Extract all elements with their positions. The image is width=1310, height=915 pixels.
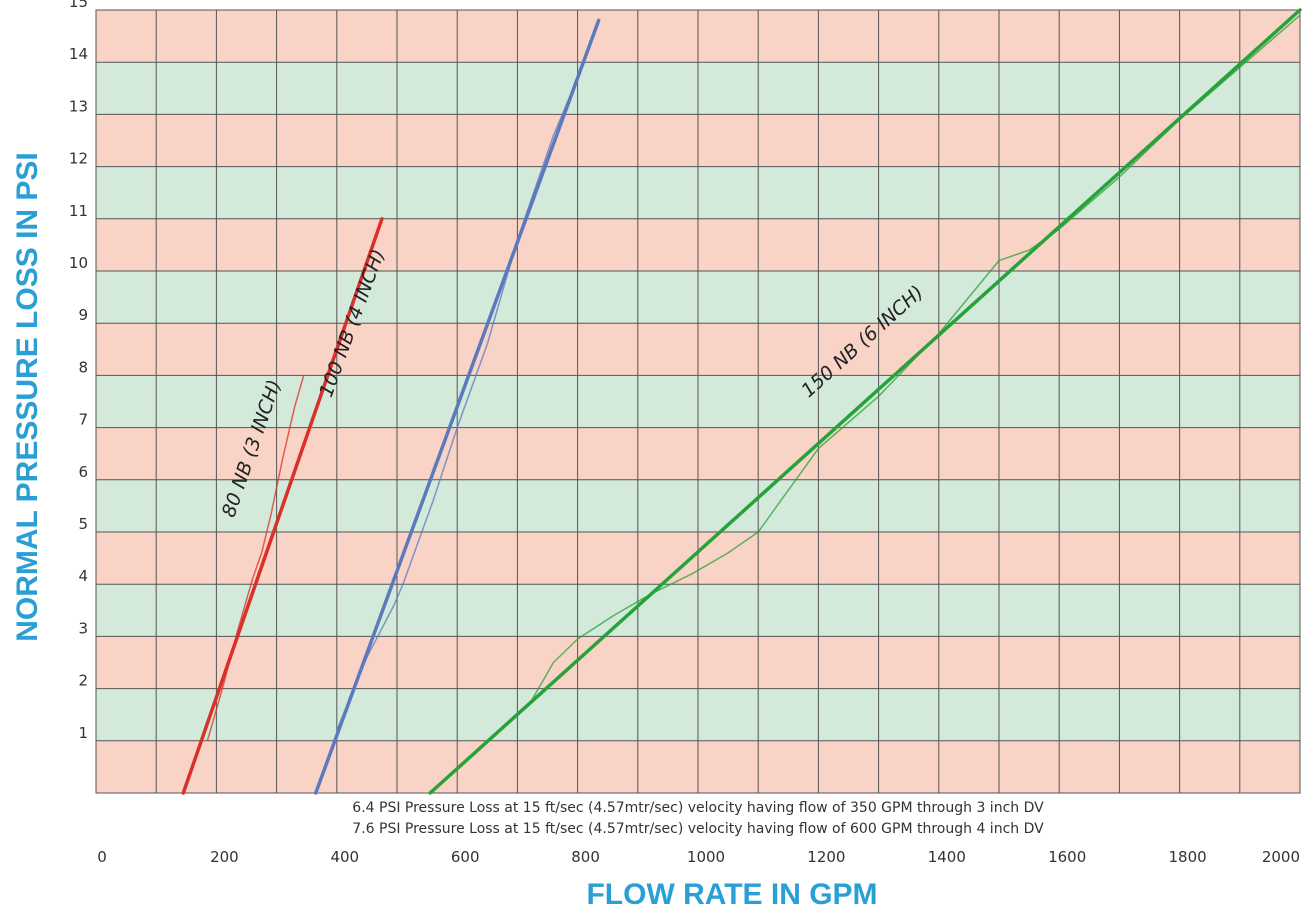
y-tick-label-2: 2 [78, 672, 88, 690]
x-axis-title: FLOW RATE IN GPM [586, 878, 877, 911]
y-tick-label-7: 7 [78, 411, 88, 429]
y-tick-label-1: 1 [78, 724, 88, 742]
series-3-measured-curve [480, 14, 1301, 747]
y-tick-label-11: 11 [69, 202, 88, 220]
x-tick-label-1200: 1200 [807, 848, 845, 866]
y-tick-label-15: 15 [69, 0, 88, 11]
series-3 [428, 8, 1302, 795]
x-tick-label-2000: 2000 [1262, 848, 1300, 866]
plot-frame [95, 9, 1301, 794]
note-line-1: 6.4 PSI Pressure Loss at 15 ft/sec (4.57… [352, 800, 1044, 816]
y-tick-label-9: 9 [78, 306, 88, 324]
series-3-fit-line [428, 8, 1302, 795]
y-tick-label-8: 8 [78, 358, 88, 376]
x-tick-label-600: 600 [451, 848, 480, 866]
x-tick-label-0: 0 [97, 848, 107, 866]
y-tick-label-6: 6 [78, 463, 88, 481]
x-tick-label-200: 200 [210, 848, 239, 866]
y-tick-label-13: 13 [69, 97, 88, 115]
grid-lines [95, 9, 1301, 794]
y-tick-label-5: 5 [78, 515, 88, 533]
y-tick-label-12: 12 [69, 150, 88, 168]
series-2-fit-line [313, 18, 601, 795]
note-line-2: 7.6 PSI Pressure Loss at 15 ft/sec (4.57… [352, 821, 1044, 837]
x-tick-label-400: 400 [330, 848, 359, 866]
y-tick-label-10: 10 [69, 254, 88, 272]
series-2 [313, 18, 601, 795]
series-layer [181, 8, 1302, 795]
x-tick-label-1000: 1000 [687, 848, 725, 866]
x-tick-label-1400: 1400 [928, 848, 966, 866]
series-2-measured-curve [336, 77, 579, 731]
x-tick-labels: 0 200 400 600 800 1000 1200 1400 1600 1800 2000 [97, 848, 1300, 866]
x-tick-label-1600: 1600 [1048, 848, 1086, 866]
x-tick-label-1800: 1800 [1169, 848, 1207, 866]
y-axis-title: NORMAL PRESSURE LOSS IN PSI [11, 152, 44, 642]
x-tick-label-800: 800 [571, 848, 600, 866]
y-tick-label-4: 4 [78, 567, 88, 585]
y-tick-label-14: 14 [69, 45, 88, 63]
series-1 [181, 217, 384, 795]
series-1-fit-line [181, 217, 384, 795]
y-tick-label-3: 3 [78, 619, 88, 637]
